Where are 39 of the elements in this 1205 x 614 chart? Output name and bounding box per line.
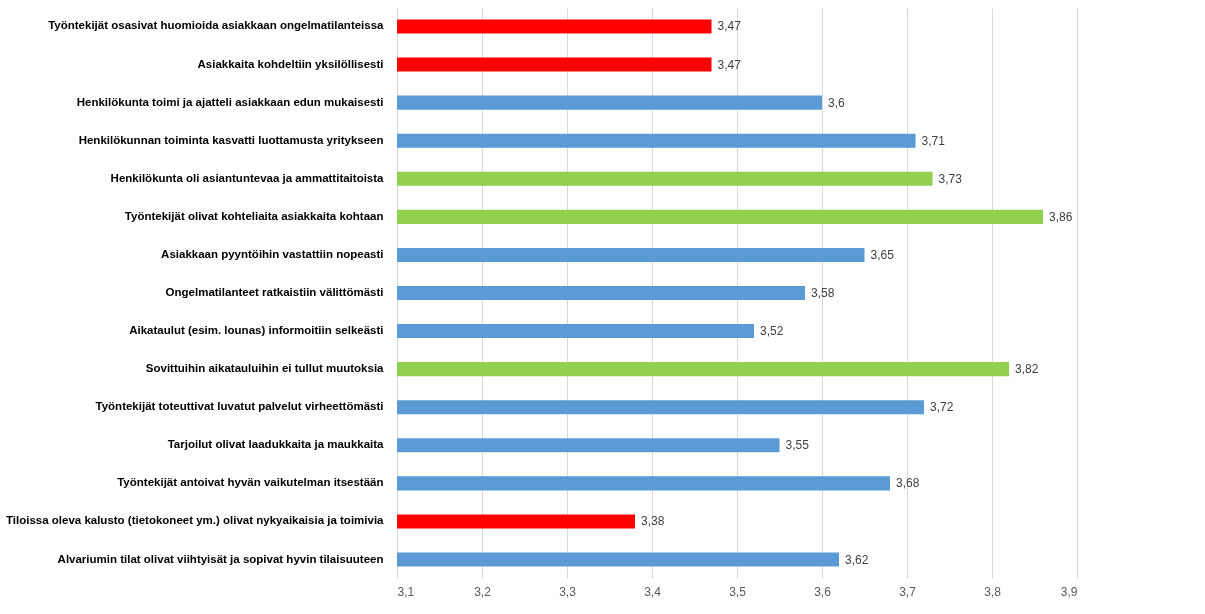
x-tick-label: 3,4: [644, 584, 662, 599]
y-tick-label: Asiakkaita kohdeltiin yksilöllisesti: [197, 57, 384, 70]
y-tick-label: Alvariumin tilat olivat viihtyisät ja sopivat hyvin tilaisuuteen: [57, 552, 384, 565]
x-tick-label: 3,5: [729, 584, 747, 599]
data-label: 3,6: [828, 95, 846, 110]
y-tick-label: Ongelmatilanteet ratkaistiin välittömästi: [165, 286, 384, 298]
x-tick-label: 3,9: [1060, 584, 1078, 599]
x-tick-label: 3,1: [397, 584, 415, 599]
y-tick-label: Tarjoilut olivat laadukkaita ja maukkaita: [167, 438, 385, 451]
y-tick-label: Sovittuihin aikatauluihin ei tullut muutoksia: [145, 362, 385, 375]
y-tick-label: Henkilökunta toimi ja ajatteli asiakkaan edun mukaisesti: [76, 95, 384, 108]
y-tick-label: Tiloissa oleva kalusto (tietokoneet ym.) olivat nykyaikaisia ja toimivia: [5, 514, 385, 527]
x-tick-label: 3,6: [814, 584, 832, 599]
data-label: 3,47: [717, 57, 742, 72]
data-label: 3,55: [785, 438, 810, 453]
data-label: 3,72: [930, 400, 954, 415]
y-tick-label: Asiakkaan pyyntöihin vastattiin nopeasti: [161, 247, 384, 260]
x-tick-label: 3,8: [984, 584, 1002, 599]
y-tick-label: Henkilökunta oli asiantuntevaa ja ammattitaitoista: [110, 171, 385, 184]
data-label: 3,62: [845, 552, 869, 567]
data-label: 3,82: [1015, 362, 1039, 377]
y-tick-label: Työntekijät antoivat hyvän vaikutelman itsestään: [117, 476, 384, 489]
x-tick-label: 3,7: [899, 584, 917, 599]
data-label: 3,52: [760, 324, 784, 339]
y-tick-label: Aikataulut (esim. lounas) informoitiin selkeästi: [129, 324, 384, 337]
x-tick-label: 3,3: [559, 584, 577, 599]
y-tick-label: Työntekijät osasivat huomioida asiakkaan ongelmatilanteissa: [48, 19, 385, 32]
x-tick-label: 3,2: [474, 584, 492, 599]
data-label: 3,86: [1049, 209, 1073, 224]
y-tick-label: Työntekijät toteuttivat luvatut palvelut virheettömästi: [95, 400, 384, 413]
data-label: 3,73: [938, 171, 963, 186]
data-label: 3,71: [921, 133, 946, 148]
data-label: 3,38: [641, 514, 665, 529]
y-tick-label: Työntekijät olivat kohteliaita asiakkaita kohtaan: [124, 209, 384, 222]
y-tick-label: Henkilökunnan toiminta kasvatti luottamusta yritykseen: [78, 133, 384, 146]
data-label: 3,47: [717, 19, 742, 34]
data-label: 3,65: [870, 247, 895, 262]
data-label: 3,58: [811, 286, 835, 300]
data-label: 3,68: [896, 476, 920, 491]
